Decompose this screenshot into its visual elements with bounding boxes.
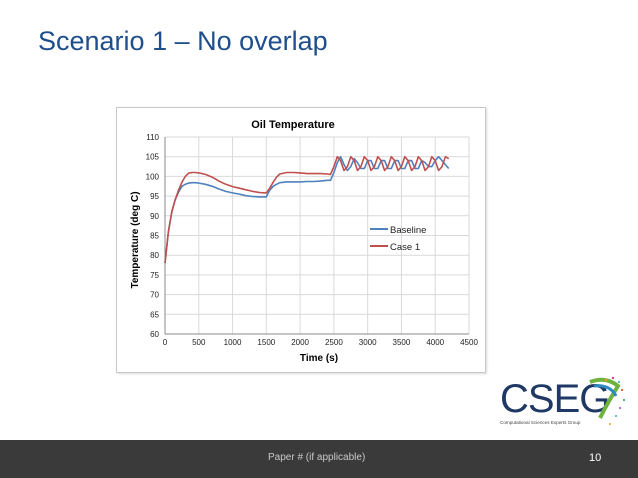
y-tick-label: 105 bbox=[146, 153, 160, 162]
legend: Baseline Case 1 bbox=[370, 225, 426, 253]
y-tick-label: 65 bbox=[150, 310, 159, 319]
legend-label-case1: Case 1 bbox=[390, 242, 420, 253]
x-axis-ticks: 0 500 1000 1500 2000 2500 3000 3500 4000 4500 bbox=[163, 338, 479, 347]
y-tick-label: 80 bbox=[150, 251, 159, 260]
x-tick-label: 1000 bbox=[224, 338, 242, 347]
logo-subtitle: Computational Sciences Experts Group bbox=[500, 420, 581, 425]
slide-title: Scenario 1 – No overlap bbox=[38, 26, 328, 56]
x-tick-label: 1500 bbox=[257, 338, 275, 347]
y-tick-label: 95 bbox=[150, 192, 159, 201]
y-tick-label: 70 bbox=[150, 291, 159, 300]
x-tick-label: 3500 bbox=[393, 338, 411, 347]
cseg-logo: CSEG Computational Sciences Experts Grou… bbox=[498, 372, 630, 434]
chart-title: Oil Temperature bbox=[251, 119, 335, 131]
y-tick-label: 100 bbox=[146, 172, 160, 181]
series-line-baseline bbox=[164, 155, 450, 264]
footer-text: Paper # (if applicable) bbox=[268, 452, 366, 463]
x-tick-label: 2000 bbox=[291, 338, 309, 347]
y-tick-label: 110 bbox=[146, 133, 159, 142]
page-number: 10 bbox=[589, 452, 602, 464]
series-lines bbox=[164, 155, 450, 264]
oil-temperature-chart: Oil Temperature 60 65 70 75 80 85 90 95 100 105 11… bbox=[130, 119, 479, 364]
gridlines bbox=[164, 136, 470, 335]
logo-wordmark: CSEG bbox=[500, 377, 609, 421]
y-axis-label: Temperature (deg C) bbox=[130, 191, 141, 288]
slide-footer: Paper # (if applicable) 10 bbox=[0, 440, 638, 478]
x-tick-label: 4000 bbox=[426, 338, 444, 347]
x-tick-label: 500 bbox=[192, 338, 206, 347]
x-tick-label: 0 bbox=[163, 338, 168, 347]
y-tick-label: 85 bbox=[150, 232, 159, 241]
legend-label-baseline: Baseline bbox=[390, 225, 426, 236]
y-tick-label: 90 bbox=[150, 212, 159, 221]
x-tick-label: 3000 bbox=[359, 338, 377, 347]
x-tick-label: 2500 bbox=[325, 338, 343, 347]
y-axis-ticks: 60 65 70 75 80 85 90 95 100 105 110 bbox=[146, 133, 160, 339]
series-line-case-1 bbox=[164, 155, 450, 264]
chart-container: Oil Temperature 60 65 70 75 80 85 90 95 100 105 11… bbox=[116, 107, 486, 373]
x-tick-label: 4500 bbox=[460, 338, 478, 347]
logo-swoosh-icon bbox=[589, 376, 626, 425]
y-tick-label: 75 bbox=[150, 271, 159, 280]
y-tick-label: 60 bbox=[150, 330, 159, 339]
x-axis-label: Time (s) bbox=[300, 353, 338, 364]
